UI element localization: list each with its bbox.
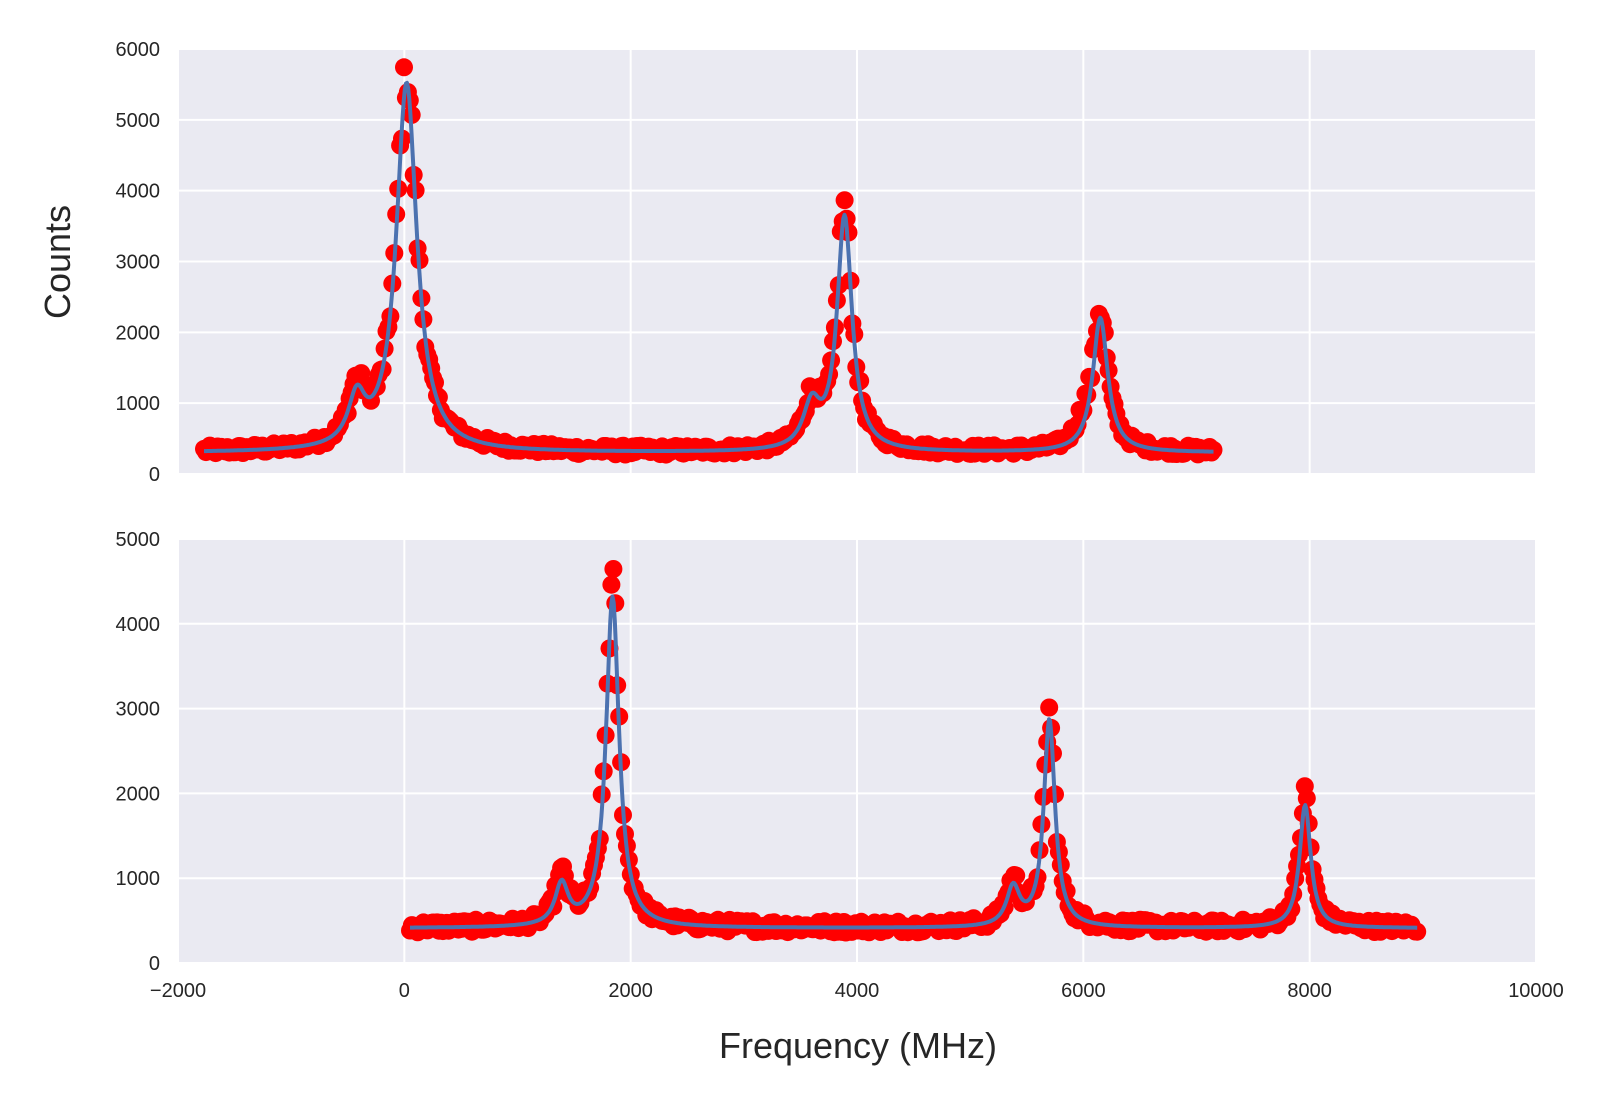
data-point (604, 560, 623, 578)
y-tick-label: 4000 (116, 614, 161, 636)
y-tick-label: 1000 (116, 393, 161, 415)
x-tick-label: 2000 (608, 980, 653, 1002)
y-tick-label: 4000 (116, 181, 161, 203)
fit-line (409, 594, 1419, 930)
x-tick-label: 8000 (1287, 980, 1332, 1002)
y-tick-label: 0 (149, 953, 160, 975)
y-tick-label: 5000 (116, 110, 161, 132)
data-point (1408, 922, 1427, 941)
y-axis-label: Counts (37, 205, 78, 319)
data-point (395, 58, 413, 77)
bottom-panel: 0 1000 2000 3000 4000 5000 −2000 0 2000 4000 6000 8… (116, 529, 1564, 1002)
data-point (1007, 866, 1026, 885)
y-tick-label: 2000 (116, 322, 161, 344)
data-point (1040, 698, 1059, 717)
x-tick-label: 10000 (1508, 980, 1564, 1002)
x-axis-label: Frequency (MHz) (719, 1025, 997, 1066)
x-tick-label: 0 (399, 980, 410, 1002)
y-tick-label: 3000 (116, 252, 161, 274)
fit-line (203, 80, 1215, 454)
data-point (602, 575, 621, 594)
x-tick-label: 4000 (835, 980, 880, 1002)
x-tick-label: −2000 (150, 980, 206, 1002)
y-tick-label: 1000 (116, 868, 161, 890)
y-tick-label: 2000 (116, 783, 161, 805)
data-point (835, 191, 854, 210)
y-tick-label: 3000 (116, 699, 161, 721)
y-tick-label: 0 (149, 464, 160, 486)
data-point (1297, 789, 1316, 808)
y-tick-label: 6000 (116, 39, 161, 61)
y-tick-label: 5000 (116, 529, 161, 551)
x-tick-label: 6000 (1061, 980, 1106, 1002)
top-panel: 0 1000 2000 3000 4000 5000 6000 (116, 39, 1537, 486)
